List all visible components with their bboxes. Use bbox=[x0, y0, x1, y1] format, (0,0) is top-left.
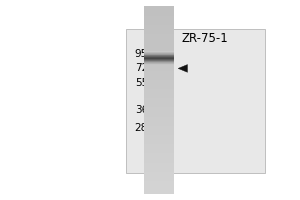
Bar bbox=[126, 29, 266, 173]
Text: ZR-75-1: ZR-75-1 bbox=[182, 32, 228, 45]
Text: 72: 72 bbox=[135, 63, 148, 73]
Text: 28: 28 bbox=[135, 123, 148, 133]
Polygon shape bbox=[178, 65, 188, 72]
Text: 95: 95 bbox=[135, 49, 148, 59]
Text: 55: 55 bbox=[135, 78, 148, 88]
Text: 36: 36 bbox=[135, 105, 148, 115]
